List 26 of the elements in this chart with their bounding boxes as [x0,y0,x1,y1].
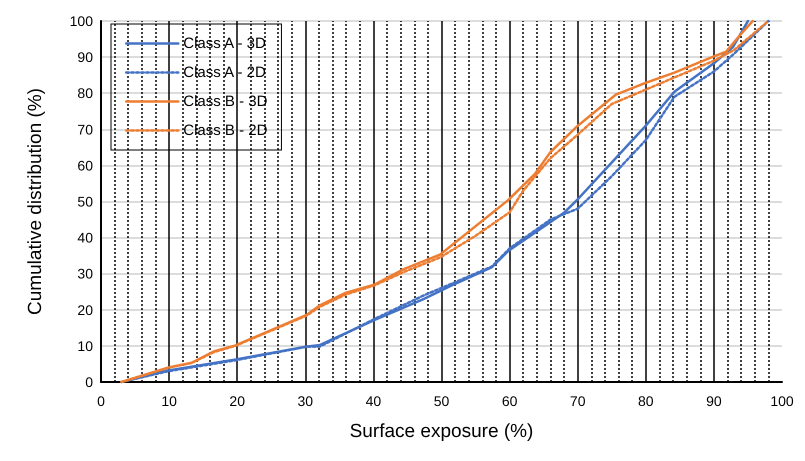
y-tick-label: 30 [77,266,94,282]
x-tick-label: 40 [366,393,382,409]
x-tick-label: 30 [298,393,314,409]
y-tick-label: 80 [77,85,94,102]
x-tick-label: 10 [161,393,178,409]
y-tick-label: 50 [77,194,94,210]
x-tick-label: 100 [770,393,794,409]
x-tick-label: 70 [570,393,586,409]
x-tick-label: 90 [706,393,722,409]
y-tick-label: 100 [70,13,94,29]
y-axis-title: Cumulative distribution (%) [25,88,46,316]
y-tick-label: 0 [85,374,94,390]
y-tick-label: 70 [77,121,94,138]
y-tick-label: 10 [77,338,94,354]
x-tick-label: 60 [502,393,518,409]
legend-label: Class A - 2D [183,64,266,81]
x-tick-label: 80 [638,393,654,409]
legend-label: Class A - 3D [183,35,266,52]
x-tick-label: 20 [229,393,246,409]
y-tick-label: 90 [77,49,94,66]
x-tick-label: 0 [97,393,106,409]
x-axis-title: Surface exposure (%) [350,421,534,442]
y-tick-label: 40 [77,230,94,246]
y-tick-label: 20 [77,302,94,318]
y-tick-label: 60 [77,157,94,174]
x-tick-label: 50 [434,393,450,409]
